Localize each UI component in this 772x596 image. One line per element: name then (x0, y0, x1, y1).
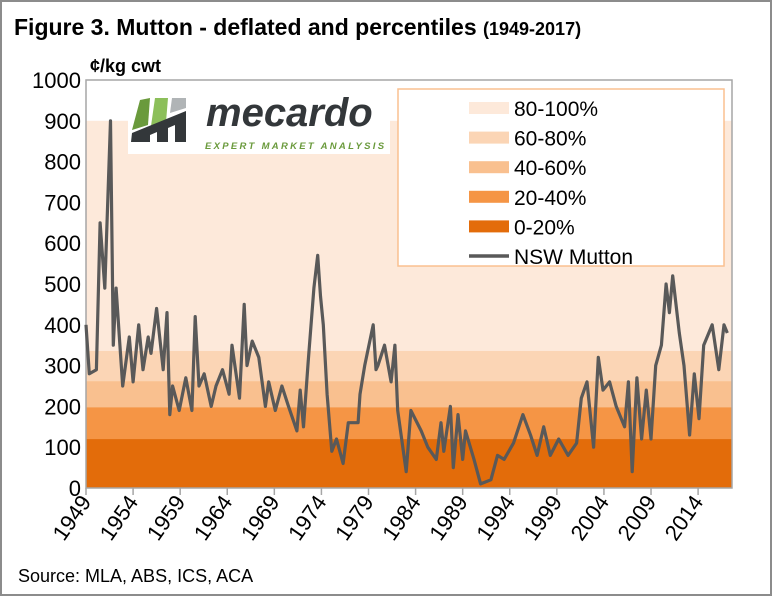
x-tick-label: 1999 (518, 491, 567, 545)
x-tick-label: 1969 (236, 491, 285, 545)
legend-swatch (469, 102, 509, 114)
logo-tagline: EXPERT MARKET ANALYSIS (205, 141, 386, 152)
legend-swatch (469, 131, 509, 144)
legend-label: 0-20% (514, 216, 575, 239)
legend-swatch (469, 190, 509, 203)
y-tick-label: 100 (44, 435, 81, 460)
legend-label: NSW Mutton (514, 246, 633, 269)
x-tick-label: 2014 (660, 491, 709, 545)
legend-label: 80-100% (514, 98, 598, 121)
y-tick-label: 800 (44, 150, 81, 175)
legend: 80-100% 60-80% 40-60% 20-40% 0-20% NSW Mutton (397, 88, 725, 269)
y-tick-label: 400 (44, 313, 81, 338)
title-main: Figure 3. Mutton - deflated and percenti… (14, 14, 477, 40)
logo-bar-2 (151, 98, 168, 126)
chart-title: Figure 3. Mutton - deflated and percenti… (14, 14, 581, 41)
legend-swatch (469, 220, 509, 233)
y-tick-label: 300 (44, 354, 81, 379)
legend-label: 60-80% (514, 128, 586, 151)
logo-bar-1 (132, 98, 150, 130)
y-tick-label: 1000 (32, 68, 81, 93)
x-tick-label: 1974 (283, 491, 332, 545)
legend-label: 20-40% (514, 187, 586, 210)
band-60-80pct (86, 350, 732, 382)
x-tick-label: 2009 (613, 491, 662, 545)
x-tick-label: 1959 (142, 491, 191, 545)
title-suffix: (1949-2017) (483, 19, 582, 39)
legend-swatch (469, 161, 509, 174)
mecardo-logo: mecardo EXPERT MARKET ANALYSIS (128, 88, 390, 154)
logo-bar-3 (170, 98, 186, 113)
y-tick-label: 900 (44, 109, 81, 134)
x-tick-label: 1984 (377, 491, 426, 545)
x-tick-label: 1979 (330, 491, 379, 545)
logo-base (131, 111, 186, 142)
logo-wordmark: mecardo (206, 91, 373, 135)
y-tick-label: 0 (69, 476, 81, 501)
y-tick-label: 600 (44, 231, 81, 256)
y-tick-label: 200 (44, 394, 81, 419)
source-note: Source: MLA, ABS, ICS, ACA (18, 566, 254, 586)
legend-label: 40-60% (514, 157, 586, 180)
x-tick-label: 1994 (471, 491, 520, 545)
y-tick-label: 500 (44, 272, 81, 297)
x-tick-label: 1949 (48, 491, 97, 545)
y-tick-label: 700 (44, 190, 81, 215)
x-tick-label: 1954 (95, 491, 144, 545)
x-tick-label: 2004 (565, 491, 614, 545)
y-axis-label: ¢/kg cwt (90, 56, 161, 76)
x-tick-label: 1964 (189, 491, 238, 545)
plot-area-border (85, 79, 733, 489)
series-line-nsw-mutton (84, 119, 729, 486)
legend-box (397, 88, 725, 267)
x-tick-label: 1989 (424, 491, 473, 545)
